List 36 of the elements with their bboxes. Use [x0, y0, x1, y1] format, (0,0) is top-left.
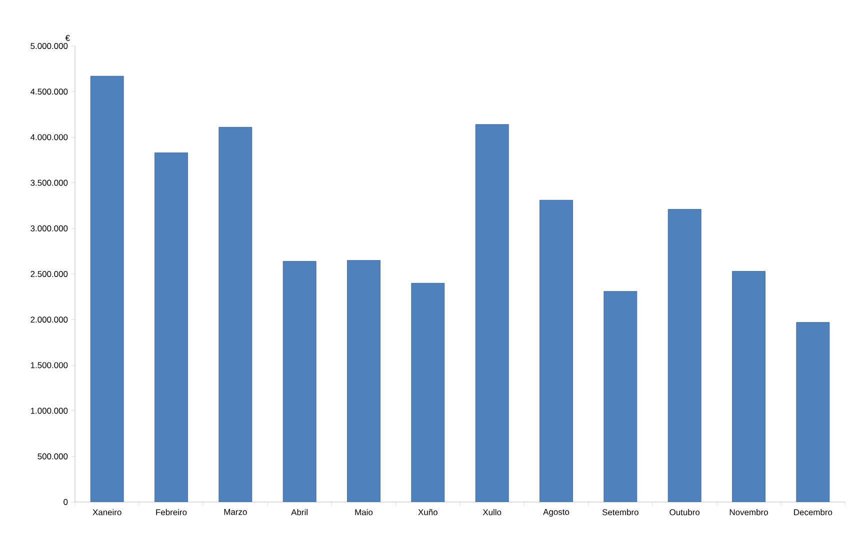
bar	[347, 260, 380, 502]
x-tick-label: Xullo	[482, 509, 502, 516]
x-tick-label: Setembro	[602, 509, 638, 516]
y-tick-label: 5.000.000	[30, 43, 68, 49]
y-tick-label: 2.500.000	[30, 271, 68, 277]
x-tick-label: Xaneiro	[92, 509, 122, 516]
x-tick-label: Febreiro	[156, 509, 187, 516]
x-tick-label: Agosto	[543, 509, 570, 517]
y-tick-label: 1.500.000	[30, 362, 68, 368]
y-tick-label: 2.000.000	[30, 316, 68, 323]
bar	[282, 261, 316, 502]
y-tick-label: 3.000.000	[30, 225, 68, 232]
bar	[796, 322, 830, 502]
x-tick-label: Marzo	[224, 509, 247, 515]
y-tick-label: 500.000	[38, 453, 68, 460]
bar	[475, 124, 509, 502]
y-tick-label: 1.000.000	[30, 408, 68, 414]
x-tick-label: Outubro	[670, 509, 700, 516]
y-axis-title: €	[65, 34, 70, 41]
bar	[540, 200, 573, 502]
bar	[154, 152, 188, 502]
y-tick-label: 3.500.000	[30, 180, 68, 186]
bar	[668, 209, 702, 502]
y-tick-label: 4.500.000	[30, 88, 68, 95]
x-tick-label: Xuño	[418, 509, 438, 516]
bar	[218, 126, 252, 502]
bar	[411, 282, 445, 502]
y-tick-label: 0	[64, 499, 68, 505]
bar	[90, 76, 124, 502]
x-tick-label: Maio	[355, 509, 373, 516]
y-tick-label: 4.000.000	[30, 134, 68, 140]
bar	[732, 271, 766, 502]
x-tick-label: Decembro	[794, 509, 832, 516]
bar	[604, 291, 638, 502]
x-tick-label: Novembro	[730, 509, 768, 516]
x-tick-label: Abril	[291, 509, 308, 516]
